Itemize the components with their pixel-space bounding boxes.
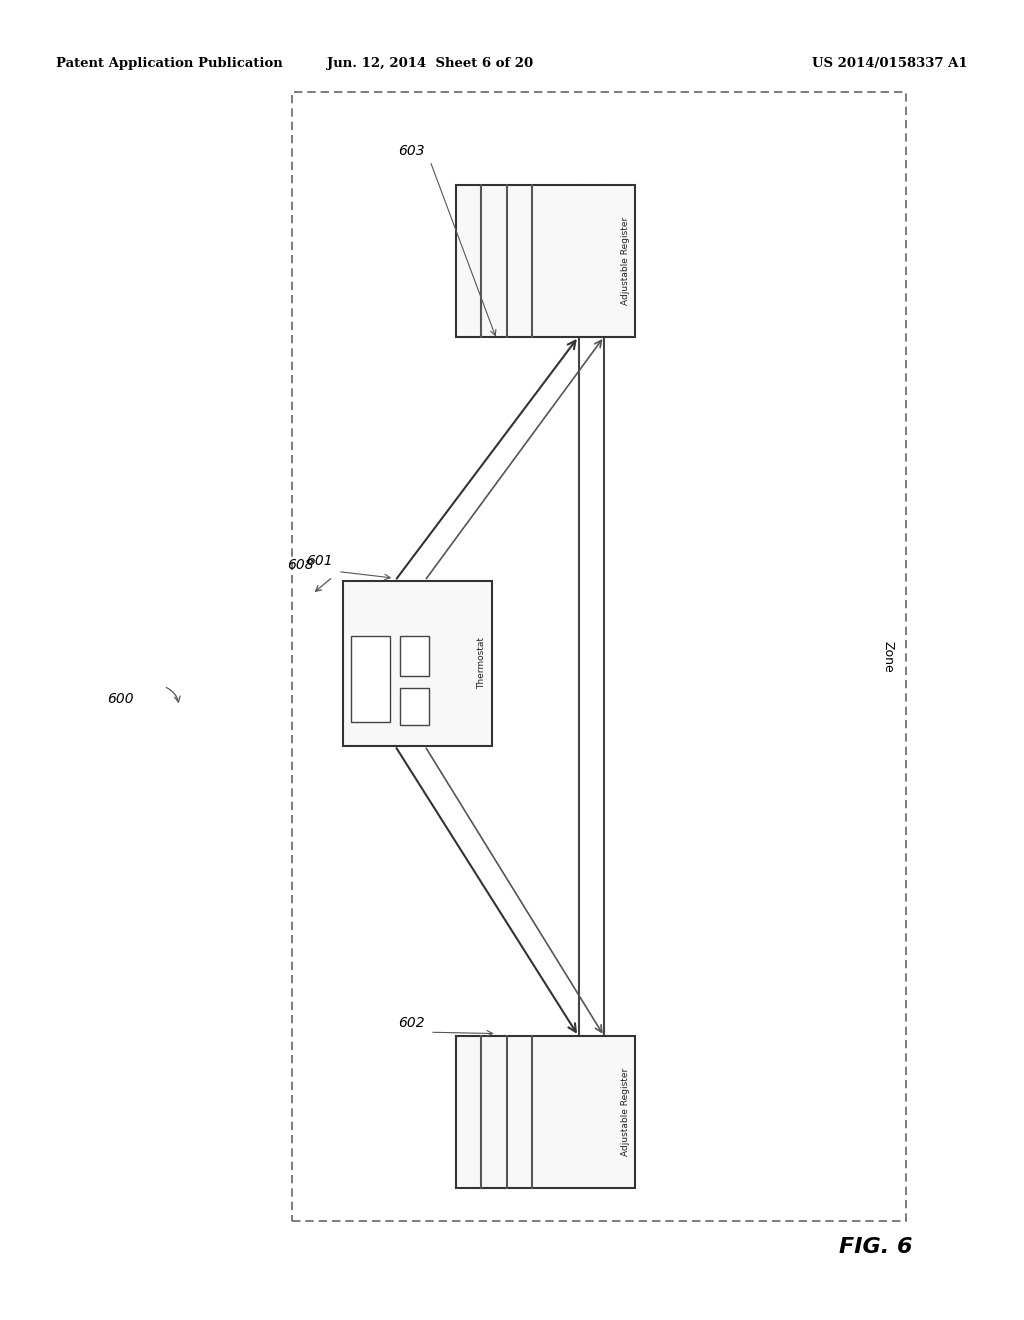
Text: Adjustable Register: Adjustable Register	[621, 1068, 630, 1156]
Text: FIG. 6: FIG. 6	[839, 1237, 912, 1258]
Bar	[292, 92, 906, 1221]
Bar	[351, 636, 390, 722]
Bar	[400, 688, 429, 725]
Bar	[456, 185, 635, 337]
Text: 603: 603	[398, 144, 425, 158]
Bar	[400, 636, 429, 676]
Text: Patent Application Publication: Patent Application Publication	[56, 57, 283, 70]
Text: Adjustable Register: Adjustable Register	[621, 216, 630, 305]
Text: Jun. 12, 2014  Sheet 6 of 20: Jun. 12, 2014 Sheet 6 of 20	[327, 57, 534, 70]
Text: US 2014/0158337 A1: US 2014/0158337 A1	[812, 57, 968, 70]
Text: 602: 602	[398, 1015, 425, 1030]
Text: 600: 600	[108, 692, 134, 706]
Bar	[343, 581, 492, 746]
Text: 601: 601	[306, 553, 333, 568]
Bar	[456, 1036, 635, 1188]
Text: 608: 608	[287, 557, 313, 572]
Text: Thermostat: Thermostat	[477, 638, 486, 689]
Text: Zone: Zone	[882, 640, 894, 673]
